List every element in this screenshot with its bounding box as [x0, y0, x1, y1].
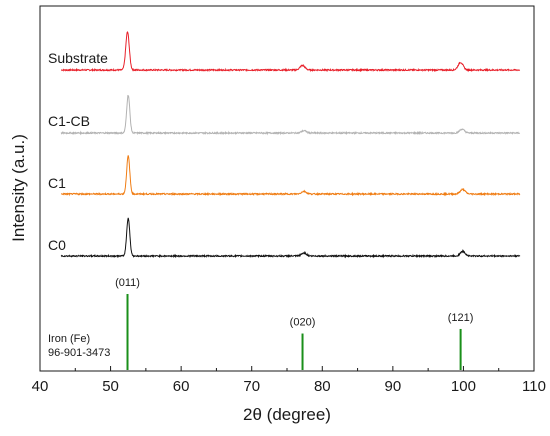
- x-axis-ticks: [39, 366, 535, 371]
- x-axis-tick-labels: 40 50 60 70 80 90 100 110: [32, 378, 546, 395]
- reference-label-group: (011) (020) (121): [115, 277, 473, 329]
- series-label-c1-cb: C1-CB: [48, 113, 90, 129]
- reference-caption-line2: 96-901-3473: [48, 347, 110, 359]
- series-label-substrate: Substrate: [48, 50, 108, 66]
- series-line-c1-cb: [60, 94, 521, 136]
- reference-caption-line1: Iron (Fe): [48, 333, 90, 345]
- reference-line-group: [126, 294, 462, 370]
- trace-group: [60, 31, 521, 259]
- x-tick-label-40: 40: [32, 378, 49, 395]
- reference-label-020: (020): [290, 317, 316, 329]
- y-axis-title: Intensity (a.u.): [9, 134, 28, 242]
- x-tick-label-80: 80: [314, 378, 331, 395]
- x-tick-label-70: 70: [243, 378, 260, 395]
- x-tick-label-50: 50: [102, 378, 119, 395]
- x-tick-label-100: 100: [451, 378, 476, 395]
- x-axis-title: 2θ (degree): [243, 405, 331, 424]
- series-line-c1: [60, 155, 521, 197]
- series-line-c0: [60, 217, 521, 259]
- series-label-c0: C0: [48, 237, 66, 253]
- series-label-c1: C1: [48, 175, 66, 191]
- series-line-substrate: [61, 31, 521, 73]
- reference-label-011: (011): [115, 277, 140, 289]
- x-tick-label-110: 110: [522, 378, 546, 395]
- series-label-group: Substrate C1-CB C1 C0: [48, 50, 108, 253]
- reference-label-121: (121): [448, 312, 474, 324]
- x-tick-label-90: 90: [385, 378, 402, 395]
- x-tick-label-60: 60: [173, 378, 190, 395]
